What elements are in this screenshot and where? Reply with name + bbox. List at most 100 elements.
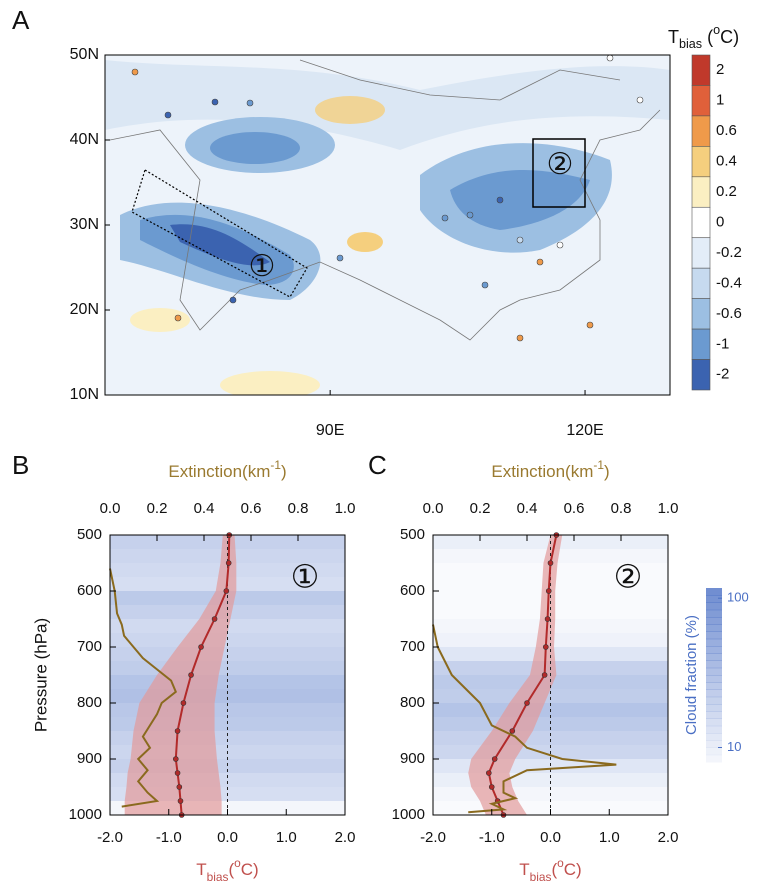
y-tick-label: 700: [400, 638, 425, 655]
x2-tick-label: 0.4: [517, 500, 538, 517]
colorbar-box: [691, 54, 711, 86]
cloud-colorbar-step: [706, 747, 722, 756]
y-tick-label: 800: [77, 694, 102, 711]
cloud-colorbar-step: [706, 667, 722, 676]
tbias-point: [547, 560, 554, 566]
x2-tick-label: 0.2: [470, 500, 491, 517]
x-tick-label: -1.0: [156, 829, 182, 846]
colorbar-box: [691, 206, 711, 239]
x-tick-label: -2.0: [97, 829, 123, 846]
cloud-colorbar-step: [706, 638, 722, 647]
colorbar-label: 0: [716, 213, 724, 230]
y-tick-label: 50N: [70, 46, 99, 63]
tbias-point: [211, 616, 218, 622]
x-tick-label: 90E: [316, 422, 344, 439]
cloud-colorbar-step: [706, 682, 722, 690]
y-tick-label: 600: [77, 582, 102, 599]
label-part: bias: [207, 870, 229, 884]
y-tick-label: 800: [400, 694, 425, 711]
x2-tick-label: 0.8: [288, 500, 309, 517]
tbias-point: [524, 700, 530, 706]
cloud-colorbar-step: [706, 733, 722, 741]
tbias-point: [198, 644, 204, 650]
region-label: ②: [614, 558, 643, 594]
x2-tick-label: 0.6: [241, 500, 262, 517]
label-part: (: [228, 860, 234, 879]
x2-tick-label: 0.0: [100, 500, 121, 517]
y-tick-label: 20N: [70, 301, 99, 318]
y-tick-label: 900: [400, 750, 425, 767]
tbias-point: [225, 560, 232, 566]
label-part: T: [519, 860, 529, 879]
x2-tick-label: 0.6: [564, 500, 585, 517]
label-part: C): [564, 860, 582, 879]
cloud-colorbar-step: [706, 754, 722, 763]
label-part: bias: [530, 870, 552, 884]
cloud-colorbar-step: [706, 646, 722, 654]
x-tick-label: -1.0: [479, 829, 505, 846]
tbias-point: [176, 784, 183, 790]
extinction-line: [109, 568, 178, 808]
colorbar-box: [691, 146, 711, 178]
cloud-colorbar-step: [706, 631, 722, 640]
label-part: C): [720, 27, 739, 47]
spread-band: [468, 535, 563, 815]
colorbar-box: [691, 298, 711, 330]
x-tick-label: 1.0: [276, 829, 297, 846]
label-part: (: [551, 860, 557, 879]
cloud-colorbar-step: [706, 653, 722, 661]
colorbar-label: 0.6: [716, 122, 737, 139]
y-tick-label: 10N: [70, 386, 99, 403]
y-axis-label: Pressure (hPa): [31, 618, 50, 732]
axis-label: Extinction(km-1): [491, 458, 609, 481]
region-box: [532, 138, 586, 208]
cloud-colorbar-step: [706, 588, 722, 596]
colorbar-label: -2: [716, 366, 729, 383]
extinction-line: [432, 624, 617, 814]
cloud-colorbar-title: Cloud fraction (%): [683, 615, 700, 735]
tbias-point: [173, 756, 179, 762]
tbias-point: [188, 672, 194, 678]
colorbar-label: 0.4: [716, 153, 737, 170]
y-tick-label: 600: [400, 582, 425, 599]
tbias-point: [488, 784, 495, 790]
x-tick-label: 2.0: [335, 829, 356, 846]
label-part: C): [241, 860, 259, 879]
y-tick-label: 40N: [70, 131, 99, 148]
colorbar-box: [691, 85, 711, 117]
x2-tick-label: 1.0: [658, 500, 679, 517]
panel-label: C: [368, 450, 387, 480]
x-tick-label: 1.0: [599, 829, 620, 846]
y-tick-label: 700: [77, 638, 102, 655]
region-label: ②: [547, 148, 574, 181]
cloud-colorbar-step: [706, 624, 722, 632]
tbias-point: [544, 616, 551, 622]
x2-tick-label: 1.0: [335, 500, 356, 517]
colorbar-box: [691, 115, 711, 147]
tbias-point: [174, 728, 181, 734]
cloud-colorbar-step: [706, 704, 722, 712]
label-part: bias: [679, 37, 702, 51]
colorbar-label: -0.2: [716, 244, 742, 261]
y-tick-label: 1000: [392, 806, 425, 823]
cloud-colorbar-step: [706, 660, 722, 669]
axis-label: Tbias(oC): [196, 856, 258, 884]
label-part: (: [702, 27, 713, 47]
label-part: T: [668, 27, 679, 47]
label-part: -1: [593, 458, 604, 472]
colorbar-label: -0.6: [716, 305, 742, 322]
cloud-colorbar-step: [706, 689, 722, 698]
cloud-colorbar-step: [706, 602, 722, 611]
colorbar-box: [691, 267, 711, 299]
colorbar-label: 0.2: [716, 183, 737, 200]
map-field: [105, 55, 670, 395]
axis-label: Extinction(km-1): [168, 458, 286, 481]
cloud-colorbar-step: [706, 595, 722, 603]
cloud-colorbar-step: [706, 617, 722, 625]
colorbar-label: -0.4: [716, 274, 742, 291]
label-part: T: [196, 860, 206, 879]
label-part: o: [713, 23, 720, 37]
x-tick-label: 0.0: [540, 829, 561, 846]
y-tick-label: 900: [77, 750, 102, 767]
